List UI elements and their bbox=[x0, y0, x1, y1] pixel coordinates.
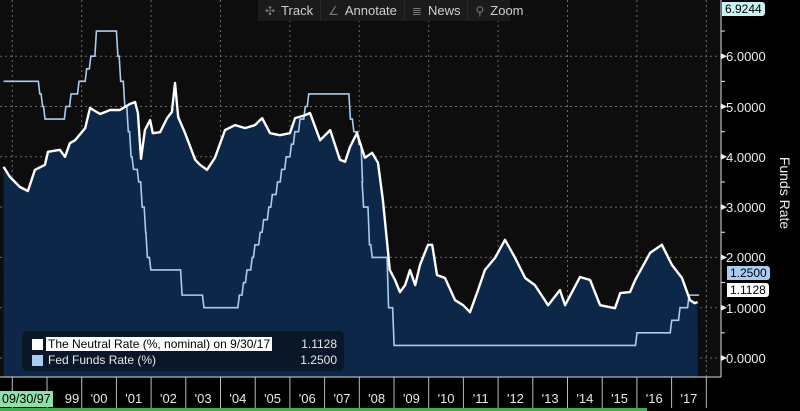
chart-toolbar: ✣ Track ∠ Annotate ≣ News ⚲ Zoom bbox=[258, 0, 524, 21]
news-label: News bbox=[427, 3, 461, 18]
x-axis-band bbox=[0, 377, 721, 411]
x-tick-label: '07 bbox=[333, 391, 351, 406]
x-tick-label: '06 bbox=[298, 391, 316, 406]
x-tick-label: '03 bbox=[194, 391, 212, 406]
top-value-tag: 6.9244 bbox=[722, 2, 765, 16]
x-tick-label: '15 bbox=[611, 391, 629, 406]
news-button[interactable]: ≣ News bbox=[405, 0, 469, 21]
y-tick-label: 0.0000 bbox=[726, 351, 766, 366]
legend-item-fed-funds[interactable]: Fed Funds Rate (%) 1.2500 bbox=[32, 353, 337, 367]
legend-label: The Neutral Rate (%, nominal) on 9/30/17 bbox=[46, 337, 273, 351]
range-bar[interactable] bbox=[0, 408, 647, 411]
y-tick-label: 3.0000 bbox=[726, 200, 766, 216]
x-tick-label: 99 bbox=[64, 391, 80, 406]
start-date-label[interactable]: 09/30/97 bbox=[0, 391, 53, 407]
track-button[interactable]: ✣ Track bbox=[258, 0, 322, 21]
y-tick-label: 4.0000 bbox=[726, 149, 766, 165]
y-tick-label: 5.0000 bbox=[726, 99, 766, 115]
legend-swatch bbox=[32, 354, 43, 366]
x-tick-label: '10 bbox=[437, 391, 455, 406]
y-major-tick bbox=[721, 53, 727, 60]
pencil-icon: ∠ bbox=[328, 3, 339, 18]
y-major-tick bbox=[721, 254, 727, 261]
legend: The Neutral Rate (%, nominal) on 9/30/17… bbox=[22, 331, 344, 371]
x-tick-label: '02 bbox=[159, 391, 177, 406]
crosshair-icon: ✣ bbox=[265, 3, 276, 18]
x-tick-label: '16 bbox=[645, 391, 663, 406]
x-tick-label: '05 bbox=[264, 391, 282, 406]
legend-item-neutral-rate[interactable]: The Neutral Rate (%, nominal) on 9/30/17… bbox=[32, 337, 337, 351]
y-major-tick bbox=[721, 204, 727, 211]
x-tick-label: '12 bbox=[506, 391, 524, 406]
legend-swatch bbox=[32, 338, 43, 350]
legend-label: Fed Funds Rate (%) bbox=[48, 353, 157, 367]
zoom-label: Zoom bbox=[490, 3, 524, 18]
y-tick-label: 1.0000 bbox=[726, 300, 766, 316]
zoom-button[interactable]: ⚲ Zoom bbox=[468, 0, 530, 21]
x-tick-label: '01 bbox=[125, 391, 143, 406]
x-tick-label: '17 bbox=[680, 391, 698, 406]
x-tick-label: '14 bbox=[576, 391, 594, 406]
x-tick-label: '08 bbox=[368, 391, 386, 406]
x-tick-label: '11 bbox=[472, 391, 489, 406]
y-major-tick bbox=[721, 103, 727, 110]
y-tick-label: 2.0000 bbox=[726, 250, 766, 266]
y-major-tick bbox=[721, 304, 727, 311]
neutral-rate-value-tag: 1.1128 bbox=[727, 283, 769, 297]
x-tick-label: '04 bbox=[229, 391, 247, 406]
magnifier-icon: ⚲ bbox=[475, 3, 485, 18]
x-tick-label: '09 bbox=[402, 391, 420, 406]
legend-value: 1.1128 bbox=[301, 337, 337, 351]
neutral-rate-area bbox=[3, 82, 698, 378]
news-icon: ≣ bbox=[411, 3, 422, 18]
legend-value: 1.2500 bbox=[300, 353, 337, 367]
axis-ticks bbox=[11, 30, 727, 408]
fed-funds-value-tag: 1.2500 bbox=[727, 266, 770, 280]
track-label: Track bbox=[281, 3, 314, 18]
x-tick-label: '00 bbox=[90, 391, 108, 406]
annotate-label: Annotate bbox=[344, 3, 397, 18]
fed-funds-rate-line bbox=[3, 30, 700, 347]
y-tick-label: 6.0000 bbox=[726, 49, 766, 65]
y-major-tick bbox=[721, 153, 727, 160]
x-tick-label: '13 bbox=[541, 391, 559, 406]
y-major-tick bbox=[721, 355, 727, 361]
neutral-rate-line bbox=[2, 81, 699, 314]
annotate-button[interactable]: ∠ Annotate bbox=[321, 0, 405, 21]
y-axis-title: Funds Rate bbox=[777, 156, 793, 230]
